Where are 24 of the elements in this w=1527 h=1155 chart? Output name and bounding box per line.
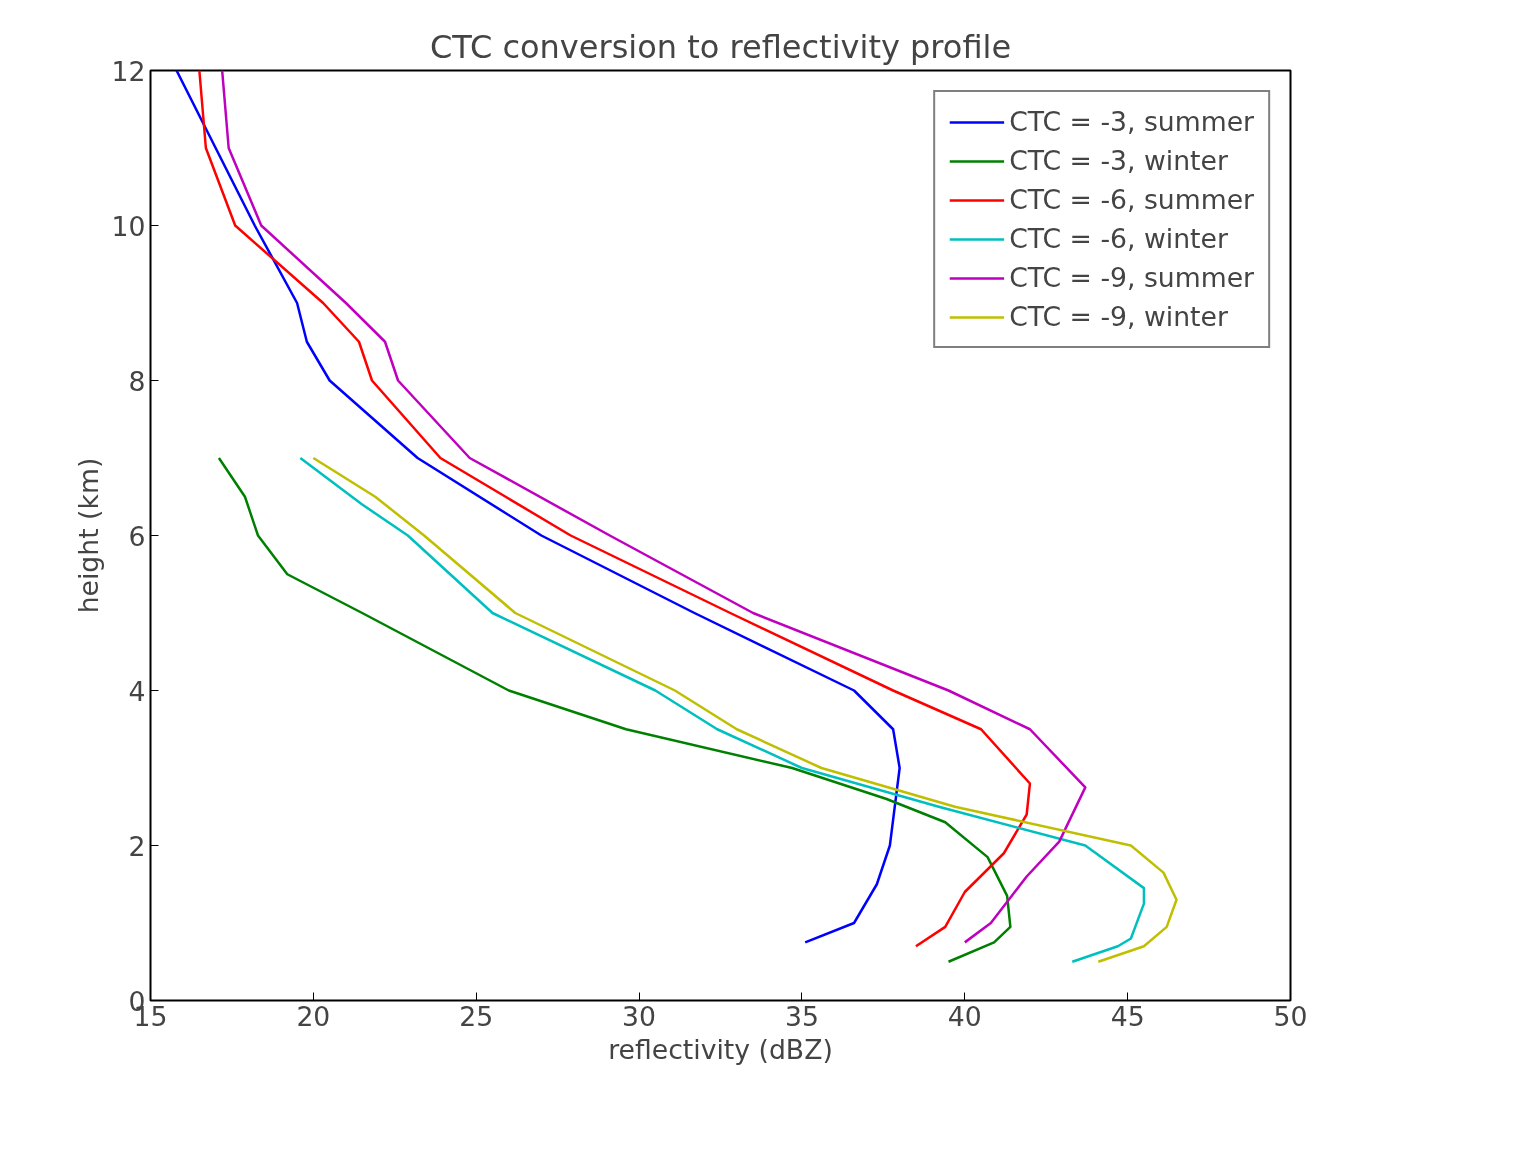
x-tick-label: 30 bbox=[622, 1000, 657, 1032]
y-tick-label: 2 bbox=[128, 830, 146, 862]
x-tick-label: 40 bbox=[947, 1000, 982, 1032]
y-tick-label: 12 bbox=[111, 55, 146, 87]
x-tick-label: 25 bbox=[459, 1000, 494, 1032]
x-axis-title: reflectivity (dBZ) bbox=[608, 1033, 833, 1065]
y-tick-label: 6 bbox=[128, 520, 146, 552]
x-tick-label: 35 bbox=[784, 1000, 819, 1032]
legend-label: CTC = -9, winter bbox=[1009, 301, 1228, 332]
x-tick-label: 45 bbox=[1110, 1000, 1145, 1032]
x-tick-label: 50 bbox=[1273, 1000, 1308, 1032]
legend-label: CTC = -6, summer bbox=[1009, 184, 1254, 215]
line-series bbox=[217, 456, 1012, 963]
legend-label: CTC = -6, winter bbox=[1009, 223, 1228, 254]
chart-title: CTC conversion to reflectivity profile bbox=[429, 27, 1012, 66]
y-tick-label: 10 bbox=[111, 210, 146, 242]
y-axis-title: height (km) bbox=[72, 457, 104, 614]
legend-label: CTC = -3, winter bbox=[1009, 145, 1228, 176]
legend-label: CTC = -3, summer bbox=[1009, 106, 1254, 137]
y-tick-label: 8 bbox=[128, 365, 146, 397]
line-series bbox=[175, 70, 901, 944]
x-tick-label: 20 bbox=[296, 1000, 331, 1032]
y-tick-label: 4 bbox=[128, 675, 146, 707]
legend-label: CTC = -9, summer bbox=[1009, 262, 1254, 293]
